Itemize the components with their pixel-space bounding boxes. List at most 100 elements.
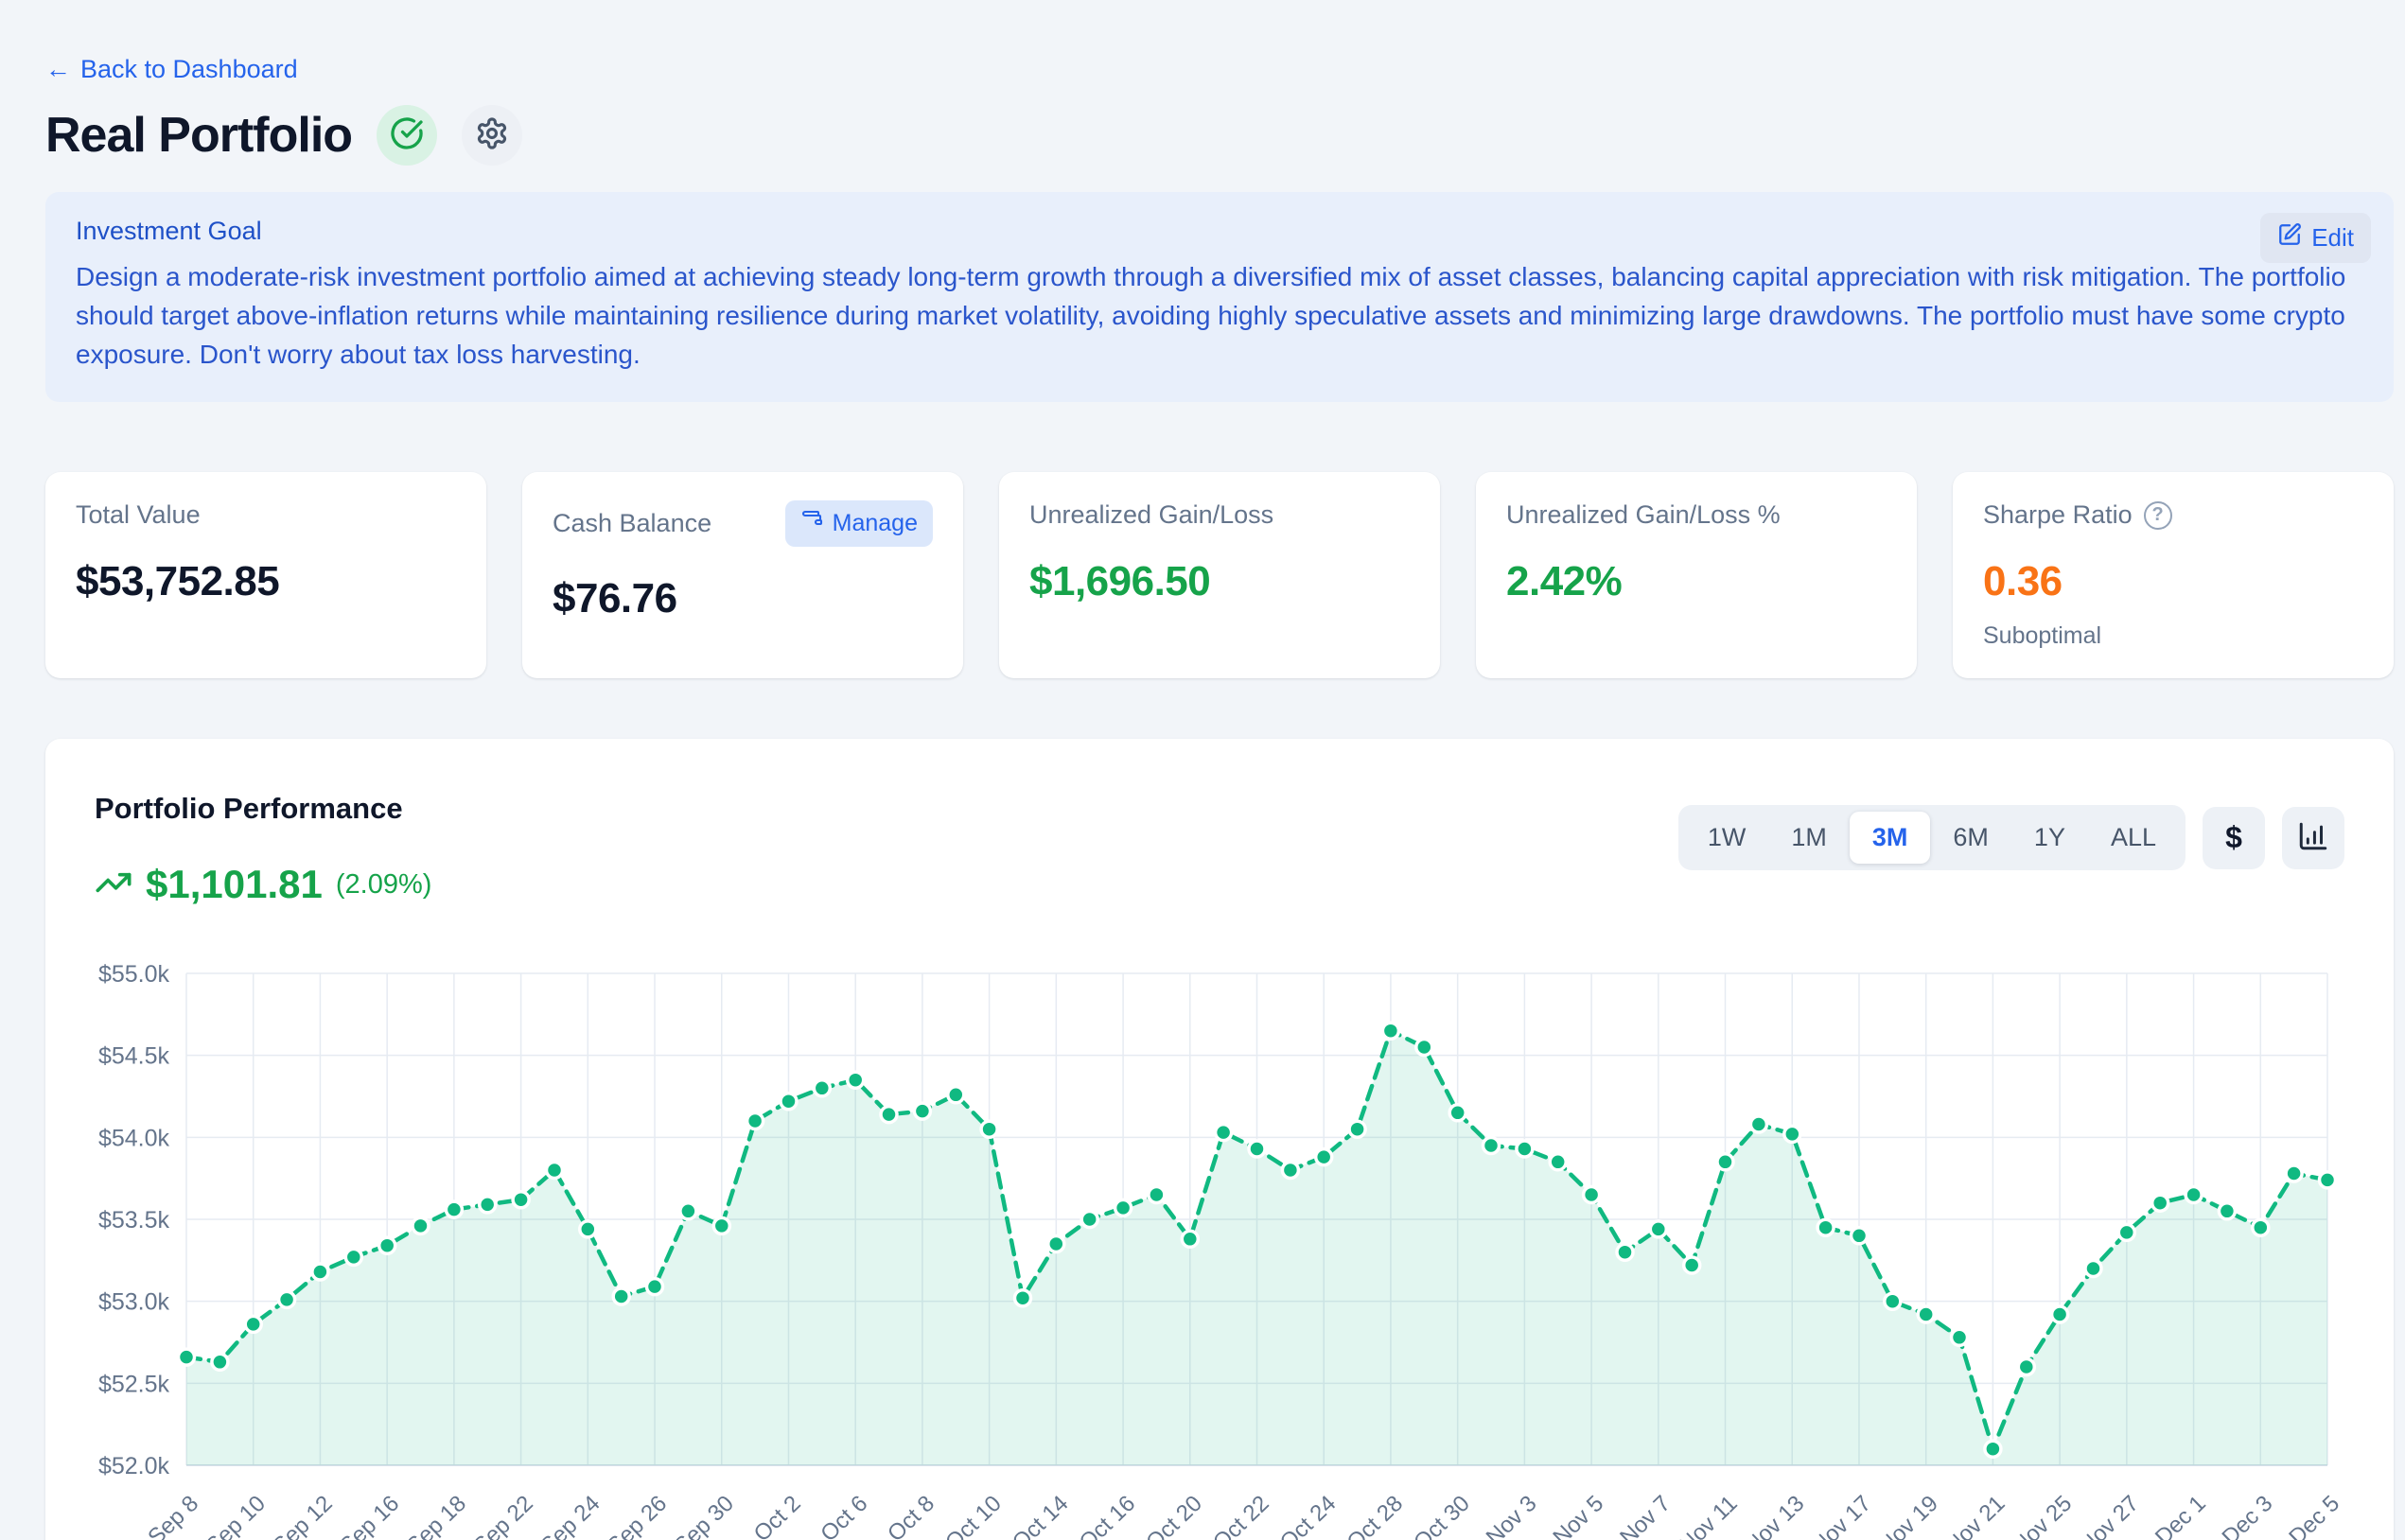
- cash-balance-card: Cash Balance Manage $76.76: [522, 472, 963, 678]
- currency-toggle-button[interactable]: $: [2203, 806, 2265, 869]
- data-point[interactable]: [745, 1111, 765, 1131]
- data-point[interactable]: [1816, 1217, 1835, 1237]
- data-point[interactable]: [611, 1286, 631, 1306]
- sharpe-ratio-status: Suboptimal: [1983, 622, 2102, 649]
- data-point[interactable]: [411, 1216, 430, 1236]
- back-arrow-icon: ←: [45, 55, 71, 83]
- data-point[interactable]: [276, 1289, 297, 1310]
- data-point[interactable]: [511, 1189, 531, 1210]
- data-point[interactable]: [1147, 1184, 1167, 1205]
- data-point[interactable]: [1380, 1021, 1401, 1041]
- data-point[interactable]: [2184, 1184, 2203, 1205]
- x-axis-tick: Oct 28: [1342, 1491, 1408, 1540]
- edit-goal-button[interactable]: Edit: [2260, 213, 2371, 263]
- help-icon[interactable]: ?: [2143, 500, 2172, 530]
- data-point[interactable]: [979, 1119, 999, 1139]
- data-point[interactable]: [343, 1247, 364, 1268]
- data-point[interactable]: [2016, 1356, 2037, 1377]
- data-point[interactable]: [2116, 1222, 2137, 1243]
- data-point[interactable]: [1247, 1139, 1267, 1159]
- data-point[interactable]: [1280, 1160, 1301, 1181]
- data-point[interactable]: [2284, 1164, 2304, 1183]
- chart-area[interactable]: $55.0k $54.5k $54.0k $53.5k $53.0k $52.5k $52.…: [95, 953, 2344, 1540]
- data-point[interactable]: [1949, 1327, 1970, 1348]
- data-point[interactable]: [1012, 1287, 1033, 1308]
- range-1w-button[interactable]: 1W: [1685, 812, 1769, 864]
- data-point[interactable]: [477, 1195, 498, 1215]
- data-point[interactable]: [912, 1101, 933, 1121]
- data-point[interactable]: [544, 1160, 565, 1181]
- range-all-button[interactable]: ALL: [2088, 812, 2179, 864]
- data-point[interactable]: [845, 1070, 866, 1090]
- y-axis-tick: $55.0k: [98, 961, 170, 988]
- data-point[interactable]: [377, 1235, 397, 1255]
- range-6m-button[interactable]: 6M: [1930, 812, 2011, 864]
- data-point[interactable]: [1715, 1152, 1735, 1172]
- data-point[interactable]: [243, 1314, 263, 1335]
- data-point[interactable]: [1213, 1122, 1234, 1143]
- data-point[interactable]: [1983, 1439, 2003, 1459]
- data-point[interactable]: [2049, 1304, 2070, 1324]
- data-point[interactable]: [2083, 1258, 2103, 1279]
- data-point[interactable]: [2217, 1201, 2238, 1221]
- total-value-amount: $53,752.85: [76, 558, 280, 604]
- data-point[interactable]: [678, 1201, 698, 1221]
- data-point[interactable]: [578, 1219, 598, 1239]
- data-point[interactable]: [444, 1199, 465, 1219]
- investment-goal-heading: Investment Goal: [76, 217, 262, 245]
- x-axis-tick: Oct 20: [1141, 1491, 1207, 1540]
- data-point[interactable]: [1481, 1135, 1501, 1156]
- data-point[interactable]: [2251, 1217, 2271, 1237]
- data-point[interactable]: [2150, 1193, 2170, 1213]
- manage-cash-button[interactable]: Manage: [784, 500, 933, 547]
- data-point[interactable]: [210, 1352, 230, 1373]
- y-axis-tick: $52.0k: [98, 1453, 170, 1479]
- portfolio-performance-card: Portfolio Performance $1,101.81 (2.09%) …: [45, 739, 2394, 1540]
- data-point[interactable]: [310, 1262, 330, 1282]
- data-point[interactable]: [1414, 1037, 1434, 1058]
- data-point[interactable]: [1916, 1304, 1936, 1324]
- data-point[interactable]: [1548, 1152, 1568, 1172]
- x-axis-tick: Dec 3: [2218, 1491, 2278, 1540]
- data-point[interactable]: [1448, 1103, 1467, 1123]
- range-1y-button[interactable]: 1Y: [2011, 812, 2088, 864]
- data-point[interactable]: [176, 1347, 197, 1367]
- data-point[interactable]: [946, 1085, 966, 1105]
- data-point[interactable]: [1782, 1124, 1802, 1145]
- data-point[interactable]: [1046, 1234, 1066, 1254]
- x-axis-tick: Oct 8: [883, 1491, 939, 1540]
- range-1m-button[interactable]: 1M: [1768, 812, 1850, 864]
- y-axis-tick: $53.5k: [98, 1207, 170, 1234]
- sharpe-ratio-amount: 0.36: [1983, 558, 2063, 604]
- data-point[interactable]: [812, 1078, 833, 1098]
- data-point[interactable]: [711, 1216, 732, 1236]
- data-point[interactable]: [1748, 1114, 1769, 1134]
- x-axis-tick: Sep 10: [201, 1491, 270, 1540]
- data-point[interactable]: [1581, 1184, 1602, 1205]
- data-point[interactable]: [1180, 1229, 1201, 1250]
- data-point[interactable]: [879, 1104, 899, 1125]
- chart-type-button[interactable]: [2282, 806, 2344, 869]
- x-axis-tick: Nov 5: [1548, 1491, 1608, 1540]
- x-axis-tick: Sep 16: [335, 1491, 404, 1540]
- data-point[interactable]: [1347, 1119, 1367, 1139]
- data-point[interactable]: [1681, 1255, 1702, 1275]
- data-point[interactable]: [1313, 1146, 1334, 1167]
- data-point[interactable]: [644, 1276, 665, 1297]
- sharpe-ratio-label: Sharpe Ratio: [1983, 500, 2133, 529]
- data-point[interactable]: [779, 1091, 799, 1111]
- range-3m-button[interactable]: 3M: [1849, 812, 1931, 864]
- data-point[interactable]: [1515, 1139, 1535, 1159]
- dollar-icon: $: [2225, 820, 2242, 854]
- data-point[interactable]: [1615, 1242, 1635, 1262]
- data-point[interactable]: [1648, 1219, 1669, 1239]
- data-point[interactable]: [1080, 1209, 1099, 1230]
- data-point[interactable]: [1883, 1291, 1903, 1311]
- total-value-card: Total Value $53,752.85: [45, 472, 486, 678]
- data-point[interactable]: [1113, 1198, 1133, 1218]
- back-to-dashboard-link[interactable]: ← Back to Dashboard: [45, 55, 298, 84]
- data-point[interactable]: [1849, 1226, 1870, 1246]
- manage-button-label: Manage: [832, 510, 918, 536]
- data-point[interactable]: [2317, 1170, 2338, 1190]
- portfolio-settings-button[interactable]: [462, 105, 523, 166]
